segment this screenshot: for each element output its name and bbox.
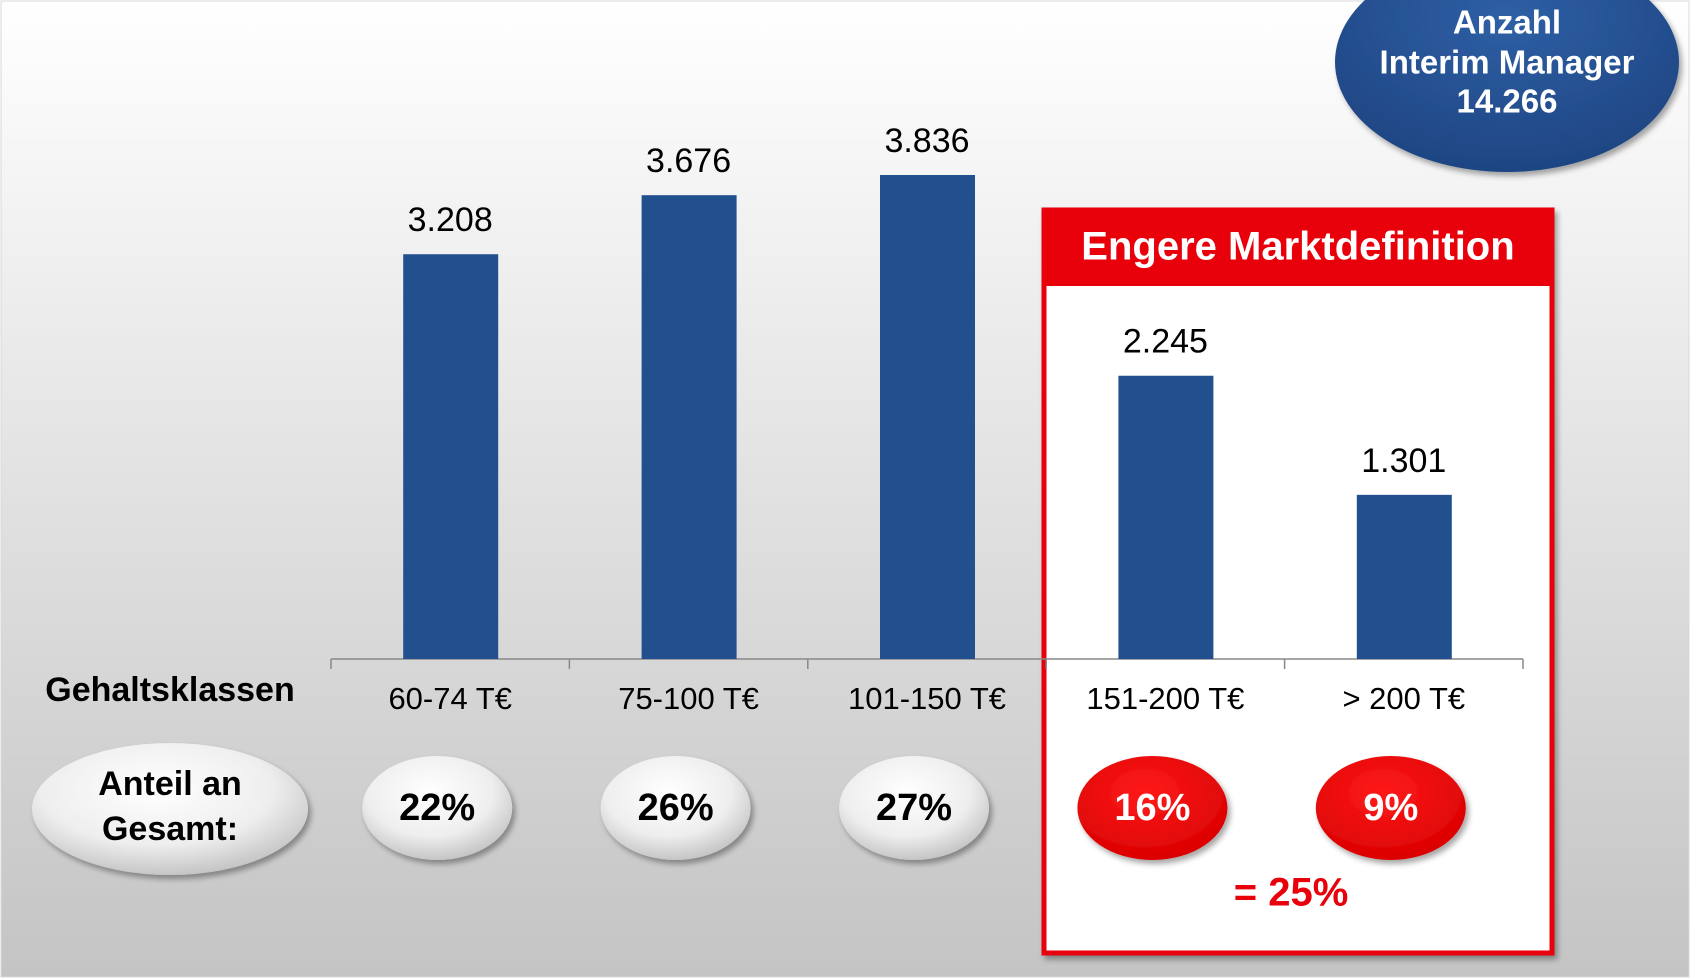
share-label-badge: [32, 743, 308, 875]
share-badge: [839, 756, 989, 860]
share-badge: [1077, 756, 1228, 860]
value-label: 1.301: [1361, 442, 1446, 480]
value-label: 2.245: [1123, 323, 1208, 361]
share-label: Anteil an: [98, 765, 242, 803]
share-label: 9%: [1363, 787, 1418, 829]
total-label: Interim Manager: [1380, 44, 1635, 81]
x-tick-label: 151-200 T€: [1086, 681, 1244, 716]
highlight-sum: = 25%: [1234, 871, 1349, 915]
share-badge: [362, 756, 513, 860]
share-badge: [1315, 756, 1466, 860]
x-tick-label: > 200 T€: [1342, 681, 1465, 716]
bar: [641, 195, 737, 660]
share-label: 22%: [399, 787, 475, 829]
share-label: 26%: [638, 787, 714, 829]
x-tick-label: 101-150 T€: [848, 681, 1006, 716]
share-badge: [600, 756, 751, 860]
highlight-header: [1044, 210, 1552, 286]
value-label: 3.208: [408, 201, 493, 239]
bar: [1118, 375, 1214, 659]
bar: [403, 254, 499, 660]
total-badge: [1335, 0, 1679, 172]
bar: [1356, 494, 1452, 659]
value-label: 3.676: [646, 142, 731, 180]
x-tick-label: 60-74 T€: [388, 681, 512, 716]
value-label: 3.836: [884, 122, 969, 160]
bar: [880, 175, 975, 659]
x-tick-label: 75-100 T€: [618, 681, 759, 716]
share-label: 16%: [1114, 787, 1190, 829]
share-label: Gesamt:: [102, 810, 238, 848]
category-axis-label: Gehaltsklassen: [45, 671, 294, 709]
highlight-title: Engere Marktdefinition: [1081, 225, 1514, 269]
total-label: Anzahl: [1453, 4, 1561, 41]
share-label: 27%: [876, 787, 952, 829]
total-label: 14.266: [1457, 83, 1558, 120]
